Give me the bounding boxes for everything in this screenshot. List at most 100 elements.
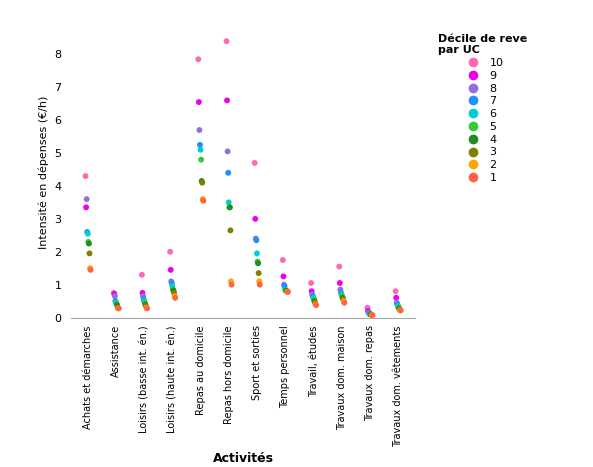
4 [169,287,178,294]
7 [111,297,120,305]
9 [307,288,317,295]
2 [367,311,377,319]
3 [339,296,348,303]
2 [198,195,208,203]
3 [85,250,94,257]
6 [252,250,262,257]
5 [253,258,262,265]
10 [363,304,372,311]
4 [338,294,347,302]
10 [278,256,288,264]
6 [280,286,290,293]
4 [366,311,375,318]
7 [280,283,289,290]
8 [307,291,317,298]
6 [365,311,374,318]
9 [250,215,260,223]
10 [391,288,400,295]
7 [139,296,148,303]
4 [141,301,150,308]
Y-axis label: Intensité en dépenses (€/h): Intensité en dépenses (€/h) [39,96,49,249]
5 [112,300,122,307]
3 [170,289,179,297]
Legend: 10, 9, 8, 7, 6, 5, 4, 3, 2, 1: 10, 9, 8, 7, 6, 5, 4, 3, 2, 1 [438,34,527,183]
6 [111,299,121,306]
9 [110,290,119,297]
9 [194,99,203,106]
9 [166,266,176,274]
8 [167,277,176,285]
1 [86,266,95,274]
10 [81,172,90,180]
1 [311,301,321,309]
5 [337,292,347,300]
9 [81,204,91,211]
5 [168,286,178,293]
8 [336,286,345,293]
2 [113,304,123,312]
Text: Activités: Activités [213,453,273,465]
8 [223,148,232,155]
4 [253,260,263,267]
9 [364,307,373,315]
3 [141,302,151,310]
10 [137,271,146,278]
7 [224,169,233,177]
10 [193,56,203,63]
9 [222,97,232,104]
4 [310,297,319,305]
1 [396,307,406,314]
7 [82,228,92,236]
2 [311,301,320,308]
3 [310,299,320,306]
1 [368,311,377,319]
4 [112,301,122,309]
3 [282,288,292,295]
5 [196,156,206,163]
10 [165,248,175,255]
8 [138,292,148,300]
6 [168,283,177,290]
4 [225,204,235,211]
1 [170,294,180,302]
3 [197,179,207,186]
6 [83,230,93,237]
2 [142,304,151,311]
9 [138,289,147,297]
8 [110,292,120,300]
10 [222,37,231,45]
6 [393,302,403,310]
7 [167,279,177,287]
1 [283,288,293,296]
3 [395,305,404,313]
7 [393,301,402,308]
1 [142,304,152,312]
6 [139,297,149,305]
5 [281,287,291,294]
8 [392,299,401,306]
2 [85,264,95,272]
1 [255,281,264,289]
6 [308,294,318,302]
10 [250,159,259,167]
2 [170,292,179,300]
1 [340,299,349,306]
7 [251,236,261,244]
3 [226,226,235,234]
5 [140,299,149,306]
8 [279,281,289,289]
8 [364,309,374,316]
1 [199,197,208,205]
2 [339,297,349,305]
6 [224,198,234,206]
7 [365,310,374,318]
3 [366,311,376,318]
5 [225,204,234,211]
4 [394,304,404,312]
3 [254,269,263,277]
1 [114,304,123,312]
4 [282,287,291,294]
2 [254,277,264,285]
7 [336,289,346,297]
9 [279,273,288,280]
